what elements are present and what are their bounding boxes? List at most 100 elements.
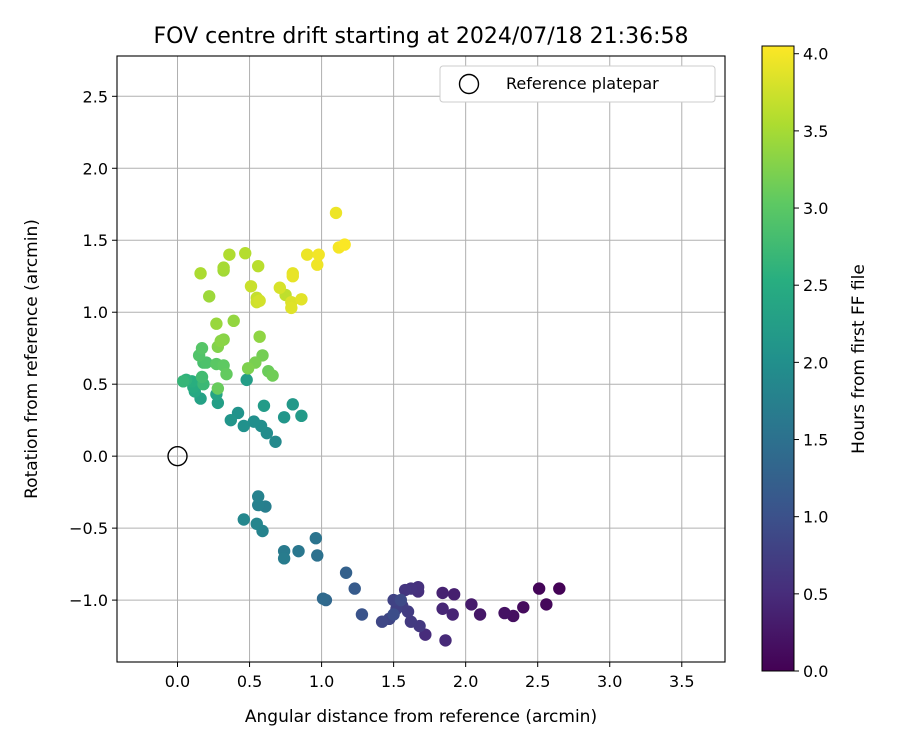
data-point xyxy=(237,419,250,433)
data-point xyxy=(404,615,418,628)
data-point xyxy=(247,415,261,428)
data-point xyxy=(295,293,308,306)
data-point xyxy=(398,583,412,597)
data-point xyxy=(375,615,389,628)
data-point xyxy=(312,248,325,261)
data-point xyxy=(447,588,461,601)
data-point xyxy=(244,280,258,293)
data-point xyxy=(177,375,190,388)
data-point xyxy=(394,593,408,607)
x-axis-label: Angular distance from reference (arcmin) xyxy=(245,707,597,727)
data-point xyxy=(253,294,266,307)
data-point xyxy=(251,259,265,273)
colorbar-tick-label: 2.5 xyxy=(803,276,828,295)
data-point xyxy=(217,261,230,274)
colorbar: 0.0 0.5 1.0 1.5 2.0 2.5 3.0 3.5 4.0 Hours from f… xyxy=(761,45,869,681)
y-tick-label: 1.5 xyxy=(83,231,108,250)
x-tick-label: 2.0 xyxy=(453,672,478,691)
data-point xyxy=(436,586,449,600)
data-point xyxy=(553,582,566,595)
data-point xyxy=(195,342,209,355)
colorbar-tick-label: 2.0 xyxy=(803,353,828,372)
colorbar-tick-label: 0.0 xyxy=(803,662,828,681)
chart-title: FOV centre drift starting at 2024/07/18 … xyxy=(154,24,689,49)
x-tick-label: 3.0 xyxy=(597,672,622,691)
data-point xyxy=(439,634,452,647)
data-point xyxy=(250,517,263,531)
legend-label: Reference platepar xyxy=(506,74,659,93)
data-point xyxy=(355,608,369,621)
data-point xyxy=(285,301,298,315)
data-point xyxy=(295,409,308,423)
data-point xyxy=(465,598,478,611)
y-axis-ticks: −1.0 −0.5 0.0 0.5 1.0 1.5 2.0 2.5 xyxy=(69,87,117,610)
data-point xyxy=(387,608,400,621)
data-point xyxy=(227,314,240,328)
data-point xyxy=(532,582,546,595)
data-point xyxy=(195,370,209,384)
data-point xyxy=(253,330,266,343)
reference-platepar-marker xyxy=(167,445,188,467)
data-point xyxy=(214,334,227,348)
data-point xyxy=(446,608,459,621)
data-point xyxy=(203,290,216,303)
y-tick-label: −1.0 xyxy=(69,591,108,610)
data-point xyxy=(210,317,223,330)
data-point xyxy=(277,552,291,565)
plot-frame xyxy=(116,55,726,663)
data-point xyxy=(540,598,553,611)
legend-marker-icon xyxy=(458,73,480,95)
data-point xyxy=(286,398,299,411)
x-tick-label: 0.0 xyxy=(165,672,190,691)
y-axis-label: Rotation from reference (arcmin) xyxy=(22,219,42,499)
y-tick-label: 2.5 xyxy=(83,87,108,106)
data-point xyxy=(498,606,511,620)
data-point xyxy=(309,532,323,545)
x-tick-label: 3.5 xyxy=(669,672,694,691)
colorbar-label: Hours from first FF file xyxy=(849,264,869,454)
data-point xyxy=(266,369,279,382)
data-point xyxy=(436,602,449,615)
data-point xyxy=(239,247,252,260)
data-point xyxy=(194,267,207,280)
data-point xyxy=(277,411,291,424)
data-point xyxy=(286,270,299,283)
data-point xyxy=(473,608,487,621)
data-point xyxy=(339,566,353,579)
colorbar-tick-label: 1.0 xyxy=(803,508,828,527)
data-point xyxy=(257,399,271,412)
data-point xyxy=(273,281,287,294)
data-point xyxy=(348,582,361,595)
data-point xyxy=(241,362,255,375)
colorbar-tick-label: 0.5 xyxy=(803,585,828,604)
y-tick-label: 2.0 xyxy=(83,159,108,178)
data-point xyxy=(311,549,324,562)
data-point xyxy=(220,367,233,381)
data-point xyxy=(211,382,225,395)
data-point xyxy=(311,258,324,271)
colorbar-tick-label: 1.5 xyxy=(803,431,828,450)
data-point xyxy=(269,435,282,448)
data-point xyxy=(517,601,530,614)
data-point xyxy=(329,206,343,220)
colorbar-gradient xyxy=(761,45,795,672)
data-point xyxy=(338,238,351,251)
y-tick-label: 0.5 xyxy=(83,375,108,394)
colorbar-ticks: 0.0 0.5 1.0 1.5 2.0 2.5 3.0 3.5 4.0 xyxy=(794,45,828,681)
x-axis-ticks: 0.0 0.5 1.0 1.5 2.0 2.5 3.0 3.5 xyxy=(165,662,695,691)
data-point xyxy=(240,373,253,387)
colorbar-tick-label: 3.5 xyxy=(803,122,828,141)
colorbar-tick-label: 3.0 xyxy=(803,199,828,218)
data-point xyxy=(316,592,330,605)
data-point xyxy=(251,490,265,503)
data-point xyxy=(300,248,314,261)
x-tick-label: 1.5 xyxy=(381,672,406,691)
data-point xyxy=(237,513,250,526)
x-tick-label: 1.0 xyxy=(309,672,334,691)
x-tick-label: 0.5 xyxy=(237,672,262,691)
legend: Reference platepar xyxy=(439,65,716,103)
data-point xyxy=(292,544,305,558)
y-tick-label: 0.0 xyxy=(83,447,108,466)
x-tick-label: 2.5 xyxy=(525,672,550,691)
